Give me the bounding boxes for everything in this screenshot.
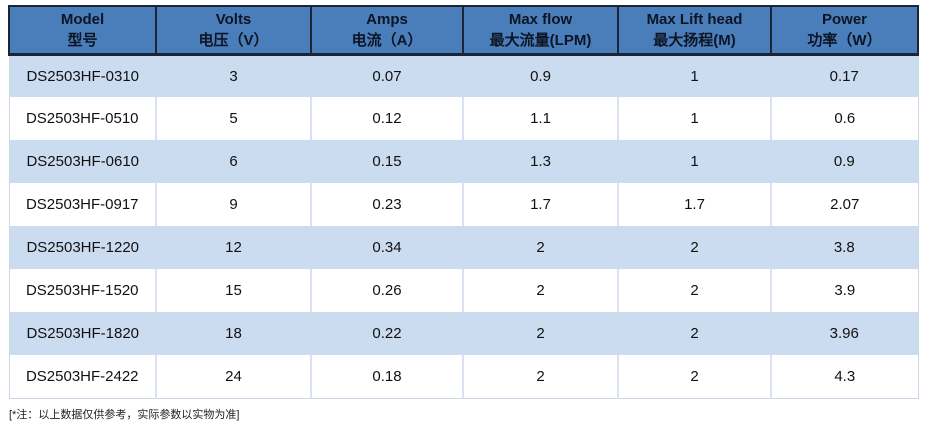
column-header-max-lift-head-zh: 最大扬程(M) — [653, 31, 736, 49]
value-cell: 5 — [156, 97, 312, 140]
model-cell: DS2503HF-0917 — [9, 183, 157, 226]
value-cell: 0.9 — [833, 153, 855, 170]
model-cell: DS2503HF-1820 — [26, 325, 140, 342]
value-cell: 4.3 — [834, 367, 856, 385]
column-header-volts-zh: 电压（V） — [198, 31, 269, 49]
value-cell: 2 — [536, 325, 545, 342]
value-cell: 6 — [229, 153, 238, 170]
value-cell: 1 — [690, 153, 699, 170]
value-cell: 0.07 — [372, 67, 402, 85]
value-cell: 24 — [156, 355, 312, 398]
value-cell: 1 — [618, 97, 772, 140]
model-cell: DS2503HF-0610 — [26, 153, 140, 170]
column-header-max-flow-zh: 最大流量(LPM) — [489, 31, 592, 49]
table-row: DS2503HF-1520 15 0.26 2 2 3.9 — [9, 269, 918, 312]
column-header-amps: Amps 电流（A） — [310, 5, 464, 56]
column-header-amps-en: Amps — [366, 10, 408, 28]
column-header-model-en: Model — [60, 10, 105, 28]
column-header-model: Model 型号 — [8, 5, 157, 56]
table-row: DS2503HF-2422 24 0.18 2 2 4.3 — [9, 355, 918, 398]
value-cell: 0.18 — [311, 355, 464, 398]
value-cell: 1.1 — [463, 97, 619, 140]
value-cell: 0.26 — [311, 269, 464, 312]
table-row: DS2503HF-1820 18 0.22 2 2 3.96 — [9, 312, 918, 355]
column-header-volts: Volts 电压（V） — [155, 5, 312, 56]
model-cell: DS2503HF-0510 — [9, 97, 157, 140]
value-cell: 1.7 — [463, 183, 619, 226]
value-cell: 3 — [229, 67, 238, 85]
model-cell: DS2503HF-1220 — [26, 239, 140, 256]
column-header-volts-en: Volts — [215, 10, 252, 28]
column-header-power-zh: 功率（W） — [807, 31, 882, 49]
value-cell: 12 — [225, 239, 242, 256]
column-header-model-zh: 型号 — [67, 31, 98, 49]
value-cell: 3.9 — [834, 282, 856, 299]
value-cell: 15 — [156, 269, 312, 312]
column-header-power-en: Power — [821, 10, 867, 28]
value-cell: 2 — [463, 355, 619, 398]
value-cell: 0.15 — [372, 153, 402, 170]
model-cell: DS2503HF-1520 — [9, 269, 157, 312]
value-cell: 0.6 — [834, 110, 856, 127]
model-cell: DS2503HF-0310 — [26, 67, 140, 85]
value-cell: 0.12 — [311, 97, 464, 140]
table-row: DS2503HF-0310 3 0.07 0.9 1 0.17 — [9, 54, 918, 97]
value-cell: 9 — [156, 183, 312, 226]
table-header: Model 型号 Volts 电压（V） Amps 电流（A） Max flow… — [8, 5, 919, 56]
value-cell: 2 — [536, 239, 545, 256]
value-cell: 1.7 — [618, 183, 772, 226]
header-row: Model 型号 Volts 电压（V） Amps 电流（A） Max flow… — [8, 5, 919, 56]
value-cell: 2 — [618, 269, 772, 312]
value-cell: 2 — [690, 239, 699, 256]
value-cell: 2.07 — [830, 196, 860, 213]
model-cell: DS2503HF-2422 — [9, 355, 157, 398]
value-cell: 3.96 — [829, 325, 859, 342]
table-body: DS2503HF-0310 3 0.07 0.9 1 0.17 DS2503HF-0510 5… — [9, 54, 918, 398]
value-cell: 1 — [690, 67, 699, 85]
spec-table: Model 型号 Volts 电压（V） Amps 电流（A） Max flow… — [8, 5, 919, 399]
value-cell: 0.34 — [372, 239, 402, 256]
value-cell: 3.8 — [833, 239, 855, 256]
column-header-max-lift-head-en: Max Lift head — [646, 10, 743, 28]
value-cell: 0.17 — [829, 67, 859, 85]
column-header-power: Power 功率（W） — [770, 5, 919, 56]
table-row: DS2503HF-0610 6 0.15 1.3 1 0.9 — [9, 140, 918, 183]
table-row: DS2503HF-0917 9 0.23 1.7 1.7 2.07 — [9, 183, 918, 226]
value-cell: 2 — [463, 269, 619, 312]
value-cell: 0.22 — [372, 325, 402, 342]
value-cell: 18 — [225, 325, 242, 342]
footnote: [*注：以上数据仅供参考，实际参数以实物为准] — [9, 408, 240, 421]
table-row: DS2503HF-0510 5 0.12 1.1 1 0.6 — [9, 97, 918, 140]
value-cell: 2 — [618, 355, 772, 398]
value-cell: 1.3 — [530, 153, 551, 170]
value-cell: 0.9 — [530, 67, 551, 85]
column-header-max-flow: Max flow 最大流量(LPM) — [462, 5, 619, 56]
value-cell: 0.23 — [311, 183, 464, 226]
table-row: DS2503HF-1220 12 0.34 2 2 3.8 — [9, 226, 918, 269]
value-cell: 2 — [690, 325, 699, 342]
column-header-amps-zh: 电流（A） — [351, 31, 423, 49]
column-header-max-lift-head: Max Lift head 最大扬程(M) — [617, 5, 772, 56]
column-header-max-flow-en: Max flow — [508, 10, 573, 28]
